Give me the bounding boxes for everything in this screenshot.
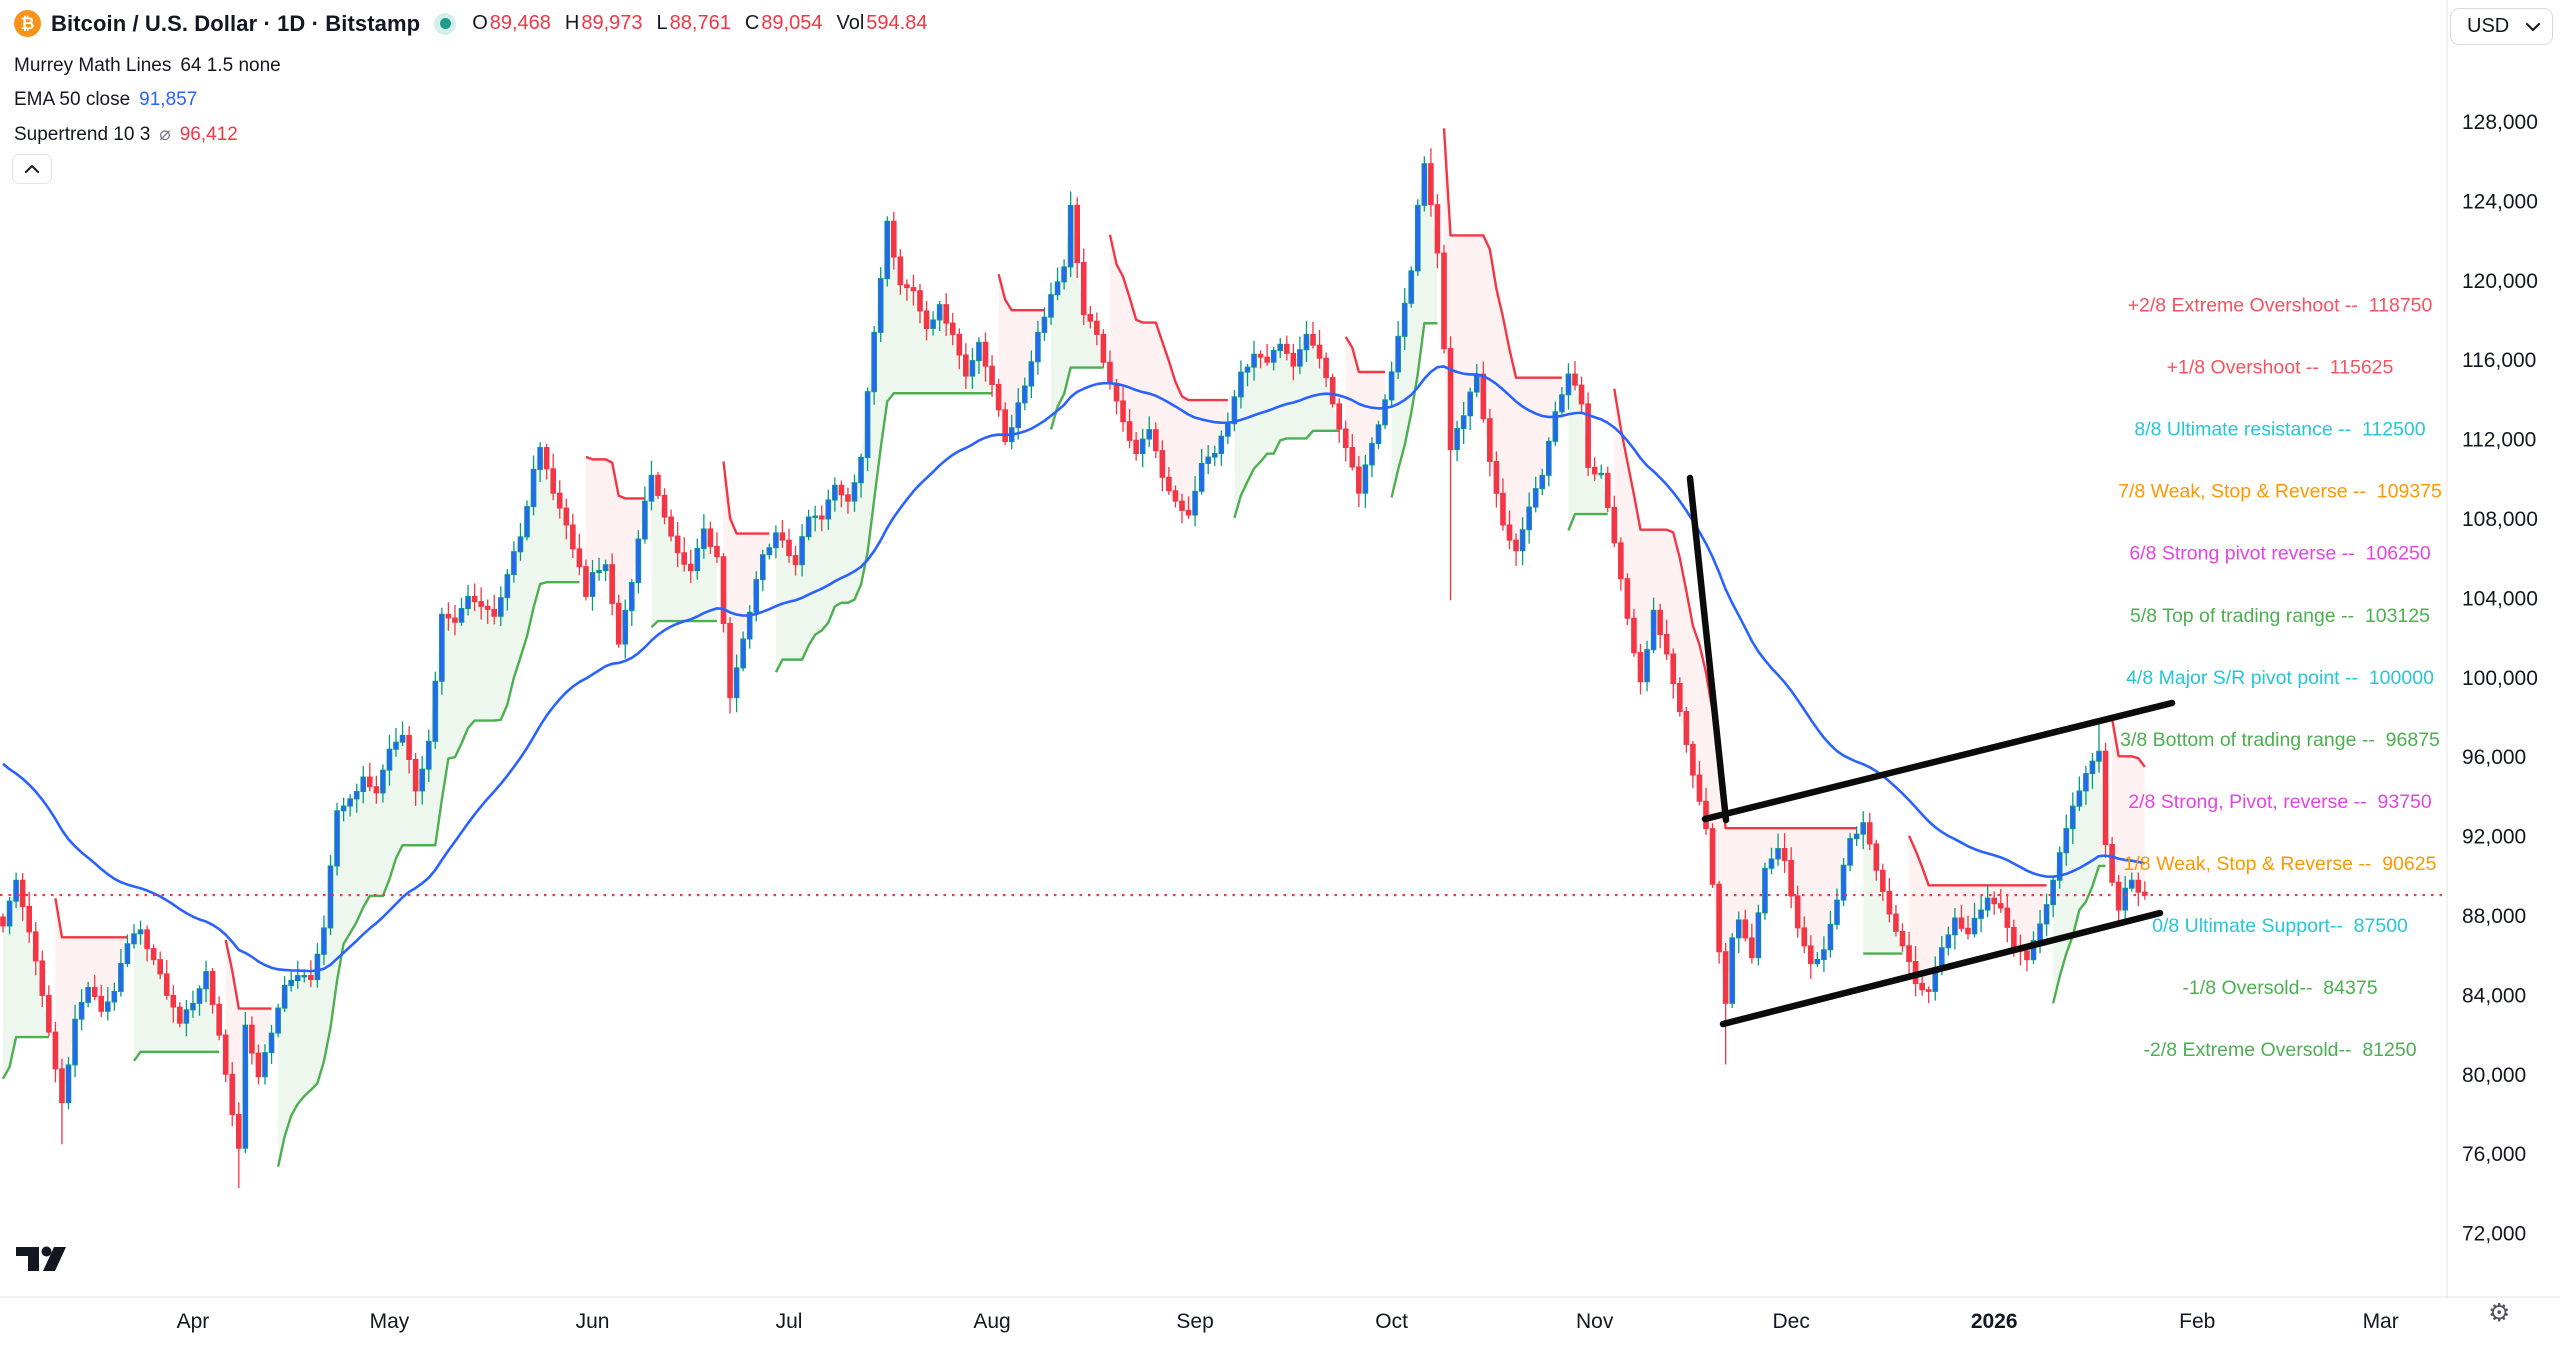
murrey-level-label: 4/8 Major S/R pivot point -- 100000 bbox=[2126, 667, 2434, 689]
murrey-level-label: 7/8 Weak, Stop & Reverse -- 109375 bbox=[2118, 481, 2442, 503]
price-axis-label: 80,000 bbox=[2462, 1064, 2526, 1087]
average-symbol: ⌀ bbox=[159, 123, 171, 145]
murrey-level-label: 1/8 Weak, Stop & Reverse -- 90625 bbox=[2124, 853, 2437, 875]
indicator-row-ema[interactable]: EMA 50 close 91,857 bbox=[14, 89, 197, 111]
symbol-header: ₿ Bitcoin / U.S. Dollar · 1D · Bitstamp … bbox=[14, 10, 927, 37]
indicator-value: 91,857 bbox=[139, 89, 198, 110]
chevron-down-icon bbox=[2526, 22, 2540, 31]
supertrend-fill-layer bbox=[3, 128, 2145, 1167]
indicator-name[interactable]: Murrey Math Lines bbox=[14, 55, 172, 76]
price-axis-label: 116,000 bbox=[2462, 349, 2536, 372]
murrey-levels-layer: +2/8 Extreme Overshoot -- 118750 +1/8 Ove… bbox=[2118, 295, 2442, 1061]
high-label: H bbox=[564, 12, 580, 34]
volume-value: 594.84 bbox=[866, 12, 928, 34]
trendline-drawing[interactable] bbox=[1701, 699, 2176, 823]
murrey-level-label: 8/8 Ultimate resistance -- 112500 bbox=[2134, 419, 2425, 441]
close-value: 89,054 bbox=[761, 12, 823, 34]
market-status-icon[interactable] bbox=[434, 12, 457, 35]
price-axis-label: 128,000 bbox=[2462, 111, 2538, 134]
symbol-title[interactable]: Bitcoin / U.S. Dollar · 1D · Bitstamp bbox=[51, 10, 421, 36]
price-axis-label: 72,000 bbox=[2462, 1223, 2526, 1246]
time-axis-label: May bbox=[370, 1310, 410, 1333]
tradingview-logo[interactable] bbox=[16, 1246, 66, 1277]
price-axis-label: 108,000 bbox=[2462, 508, 2538, 531]
candles-layer bbox=[0, 148, 2148, 1188]
currency-dropdown[interactable]: USD bbox=[2450, 8, 2553, 45]
indicator-name[interactable]: Supertrend 10 3 bbox=[14, 124, 151, 145]
murrey-level-label: 6/8 Strong pivot reverse -- 106250 bbox=[2129, 543, 2430, 565]
price-axis-label: 88,000 bbox=[2462, 905, 2526, 928]
currency-label: USD bbox=[2467, 15, 2510, 37]
supertrend-line-layer bbox=[1, 128, 2146, 1168]
ema-line bbox=[2, 365, 2146, 973]
collapse-legend-button[interactable] bbox=[12, 154, 52, 184]
murrey-level-label: 5/8 Top of trading range -- 103125 bbox=[2130, 605, 2430, 627]
indicator-name[interactable]: EMA 50 close bbox=[14, 89, 131, 110]
murrey-level-label: -2/8 Extreme Oversold-- 81250 bbox=[2143, 1039, 2416, 1061]
price-axis-label: 84,000 bbox=[2462, 984, 2526, 1007]
low-value: 88,761 bbox=[669, 12, 731, 34]
price-axis-label: 100,000 bbox=[2462, 667, 2538, 690]
time-axis-label: Feb bbox=[2179, 1310, 2215, 1333]
price-axis-label: 124,000 bbox=[2462, 190, 2538, 213]
tradingview-logo-icon bbox=[16, 1246, 66, 1271]
chevron-up-icon bbox=[25, 165, 39, 173]
time-axis-label: Jul bbox=[776, 1310, 803, 1333]
indicator-params: 64 1.5 none bbox=[180, 55, 281, 76]
murrey-level-label: 0/8 Ultimate Support-- 87500 bbox=[2152, 915, 2408, 937]
murrey-level-label: +1/8 Overshoot -- 115625 bbox=[2167, 357, 2394, 379]
ohlc-values: O 89,468 H 89,973 L 88,761 C 89,054 Vol 594.8… bbox=[472, 12, 927, 35]
murrey-level-label: -1/8 Oversold-- 84375 bbox=[2182, 977, 2377, 999]
trendline-drawing[interactable] bbox=[1719, 909, 2164, 1028]
murrey-level-label: 2/8 Strong, Pivot, reverse -- 93750 bbox=[2128, 791, 2432, 813]
time-axis-label: Nov bbox=[1576, 1310, 1614, 1333]
time-axis-label: Jun bbox=[576, 1310, 610, 1333]
murrey-level-label: +2/8 Extreme Overshoot -- 118750 bbox=[2128, 295, 2433, 317]
time-axis-label: Mar bbox=[2363, 1310, 2399, 1333]
time-axis[interactable]: Apr May Jun Jul Aug Sep Oct Nov Dec 2026 Feb Mar bbox=[177, 1310, 2399, 1333]
price-axis[interactable]: 128,000 124,000 120,000 116,000 112,000 108,0… bbox=[2462, 111, 2538, 1246]
indicator-row-supertrend[interactable]: Supertrend 10 3 ⌀ 96,412 bbox=[14, 123, 238, 146]
open-label: O bbox=[472, 12, 488, 34]
price-axis-label: 112,000 bbox=[2462, 429, 2536, 452]
price-axis-label: 104,000 bbox=[2462, 587, 2538, 610]
time-axis-label: Oct bbox=[1375, 1310, 1408, 1333]
indicator-row-murrey[interactable]: Murrey Math Lines 64 1.5 none bbox=[14, 55, 281, 77]
time-axis-label: Dec bbox=[1772, 1310, 1809, 1333]
indicator-value: 96,412 bbox=[179, 124, 238, 145]
time-axis-label: Sep bbox=[1176, 1310, 1213, 1333]
open-value: 89,468 bbox=[489, 12, 551, 34]
murrey-level-label: 3/8 Bottom of trading range -- 96875 bbox=[2120, 729, 2440, 751]
price-axis-label: 96,000 bbox=[2462, 746, 2526, 769]
time-axis-label: Apr bbox=[177, 1310, 210, 1333]
price-axis-label: 92,000 bbox=[2462, 826, 2526, 849]
high-value: 89,973 bbox=[581, 12, 643, 34]
bitcoin-icon: ₿ bbox=[14, 10, 41, 37]
low-label: L bbox=[656, 12, 668, 34]
price-axis-label: 120,000 bbox=[2462, 270, 2538, 293]
trendline-drawing[interactable] bbox=[1686, 474, 1730, 824]
volume-label: Vol bbox=[836, 12, 865, 34]
price-axis-label: 76,000 bbox=[2462, 1143, 2526, 1166]
time-axis-label: 2026 bbox=[1971, 1310, 2018, 1333]
close-label: C bbox=[744, 12, 760, 34]
gear-icon[interactable]: ⚙ bbox=[2488, 1298, 2511, 1327]
time-axis-label: Aug bbox=[973, 1310, 1010, 1333]
